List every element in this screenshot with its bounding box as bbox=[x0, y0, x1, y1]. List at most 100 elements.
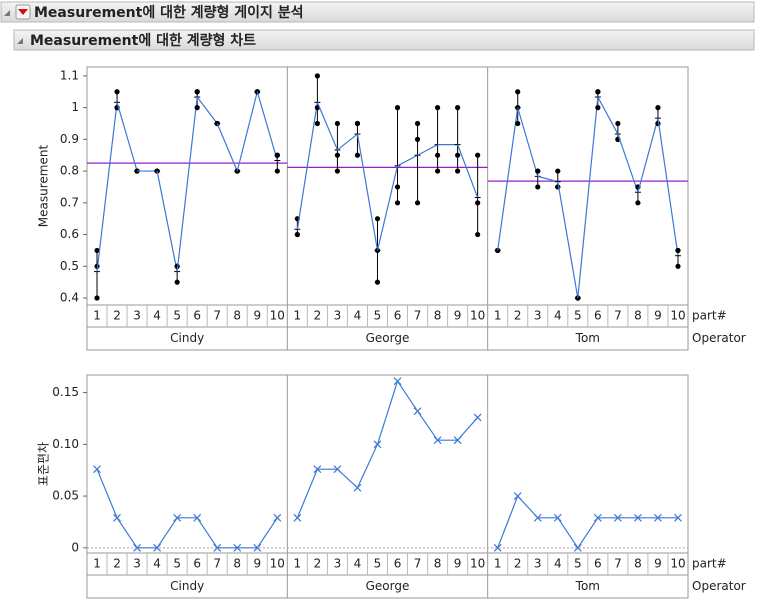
x-tick-label: 8 bbox=[434, 309, 442, 323]
x-tick-label: 2 bbox=[514, 557, 522, 571]
x-tick-label: 3 bbox=[133, 557, 141, 571]
sd-point bbox=[373, 440, 382, 449]
x-tick-label: 7 bbox=[213, 557, 221, 571]
x-tick-label: 9 bbox=[654, 557, 662, 571]
sd-point bbox=[613, 513, 622, 522]
measurement-point bbox=[475, 200, 481, 206]
mean-connector bbox=[517, 107, 539, 177]
measurement-point bbox=[374, 216, 381, 222]
sd-point bbox=[654, 513, 662, 522]
mean-connector bbox=[457, 144, 479, 198]
measurement-point bbox=[394, 200, 401, 206]
y-tick-label: 0.6 bbox=[60, 227, 79, 241]
x-tick-label: 3 bbox=[133, 309, 141, 323]
mean-connector bbox=[597, 96, 619, 135]
x-tick-label: 1 bbox=[294, 557, 302, 571]
x-tick-label: 6 bbox=[594, 557, 602, 571]
x-tick-label: 1 bbox=[294, 309, 302, 323]
measurement-point bbox=[374, 279, 381, 285]
measurement-point bbox=[455, 152, 461, 158]
sd-point bbox=[473, 413, 482, 422]
sd-point bbox=[93, 465, 101, 474]
mean-connector bbox=[557, 181, 579, 299]
measurement-point bbox=[515, 120, 521, 127]
x-tick-label: 5 bbox=[574, 309, 582, 323]
disclosure-icon[interactable] bbox=[17, 38, 23, 44]
x-tick-label: 5 bbox=[173, 309, 181, 323]
x-tick-label: 8 bbox=[634, 309, 642, 323]
measurement-point bbox=[635, 200, 641, 206]
x-tick-label: 6 bbox=[394, 557, 402, 571]
y-tick-label: 1 bbox=[71, 100, 79, 114]
mean-connector bbox=[236, 91, 258, 172]
x-tick-label: 7 bbox=[213, 309, 221, 323]
sd-point bbox=[213, 543, 222, 552]
measurement-point bbox=[434, 105, 441, 111]
mean-connector bbox=[537, 175, 558, 183]
mean-connector bbox=[176, 96, 198, 272]
sd-point bbox=[313, 465, 322, 474]
measurement-point bbox=[414, 200, 421, 206]
mean-connector bbox=[156, 170, 178, 272]
x-tick-label: 4 bbox=[554, 309, 562, 323]
measurement-point bbox=[194, 105, 200, 111]
mean-connector bbox=[116, 102, 138, 172]
measurement-point bbox=[595, 89, 601, 95]
measurement-point bbox=[214, 120, 220, 127]
x-tick-label: 10 bbox=[470, 557, 485, 571]
x-axis-title: part# bbox=[692, 309, 727, 323]
y-tick-label: 0.9 bbox=[60, 132, 79, 146]
sd-point bbox=[433, 436, 442, 445]
x-tick-label: 7 bbox=[614, 309, 622, 323]
mean-connector bbox=[356, 133, 379, 251]
mean-connector bbox=[216, 123, 238, 172]
x-tick-label: 2 bbox=[113, 557, 121, 571]
sd-point bbox=[273, 513, 282, 522]
y-tick-label: 0.5 bbox=[60, 259, 79, 273]
mean-connector bbox=[296, 102, 318, 230]
x-tick-label: 10 bbox=[270, 309, 285, 323]
x-tick-label: 4 bbox=[354, 309, 362, 323]
measurement-point bbox=[434, 168, 441, 174]
sd-line bbox=[296, 379, 479, 519]
disclosure-icon[interactable] bbox=[4, 10, 10, 16]
sd-point bbox=[173, 513, 182, 522]
measurement-point bbox=[314, 120, 320, 127]
mean-connector bbox=[337, 133, 358, 151]
sd-point bbox=[193, 513, 202, 522]
x-tick-label: 9 bbox=[454, 309, 462, 323]
sd-point bbox=[493, 543, 502, 552]
mean-connector bbox=[196, 96, 218, 124]
outline-bar bbox=[13, 29, 755, 51]
group-label: Tom bbox=[575, 579, 600, 593]
measurement-point bbox=[515, 89, 521, 95]
x-tick-label: 8 bbox=[634, 557, 642, 571]
outline-bar bbox=[0, 1, 755, 23]
x-tick-label: 3 bbox=[334, 309, 342, 323]
sd-line bbox=[497, 494, 678, 549]
measurement-point bbox=[394, 184, 401, 190]
sd-point bbox=[153, 543, 162, 552]
measurement-point bbox=[455, 105, 461, 111]
x-tick-label: 6 bbox=[394, 309, 402, 323]
mean-connector bbox=[397, 154, 418, 167]
measurement-point bbox=[414, 120, 421, 127]
y-tick-label: 0 bbox=[71, 540, 79, 554]
plot-area bbox=[86, 374, 689, 554]
y-axis-title: 표준편차 bbox=[37, 442, 51, 486]
mean-connector bbox=[657, 118, 679, 256]
mean-connector bbox=[96, 102, 118, 272]
x-tick-label: 7 bbox=[614, 557, 622, 571]
y-tick-label: 0.15 bbox=[52, 385, 79, 399]
measurement-point bbox=[434, 152, 441, 158]
mean-connector bbox=[637, 118, 659, 193]
x-tick-label: 10 bbox=[270, 557, 285, 571]
measurement-point bbox=[555, 168, 561, 174]
x-tick-label: 5 bbox=[574, 557, 582, 571]
x-tick-label: 5 bbox=[374, 309, 382, 323]
group-axis-title: Operator bbox=[692, 579, 746, 593]
sd-point bbox=[233, 543, 242, 552]
y-tick-label: 1.1 bbox=[60, 68, 79, 82]
x-tick-label: 3 bbox=[334, 557, 342, 571]
